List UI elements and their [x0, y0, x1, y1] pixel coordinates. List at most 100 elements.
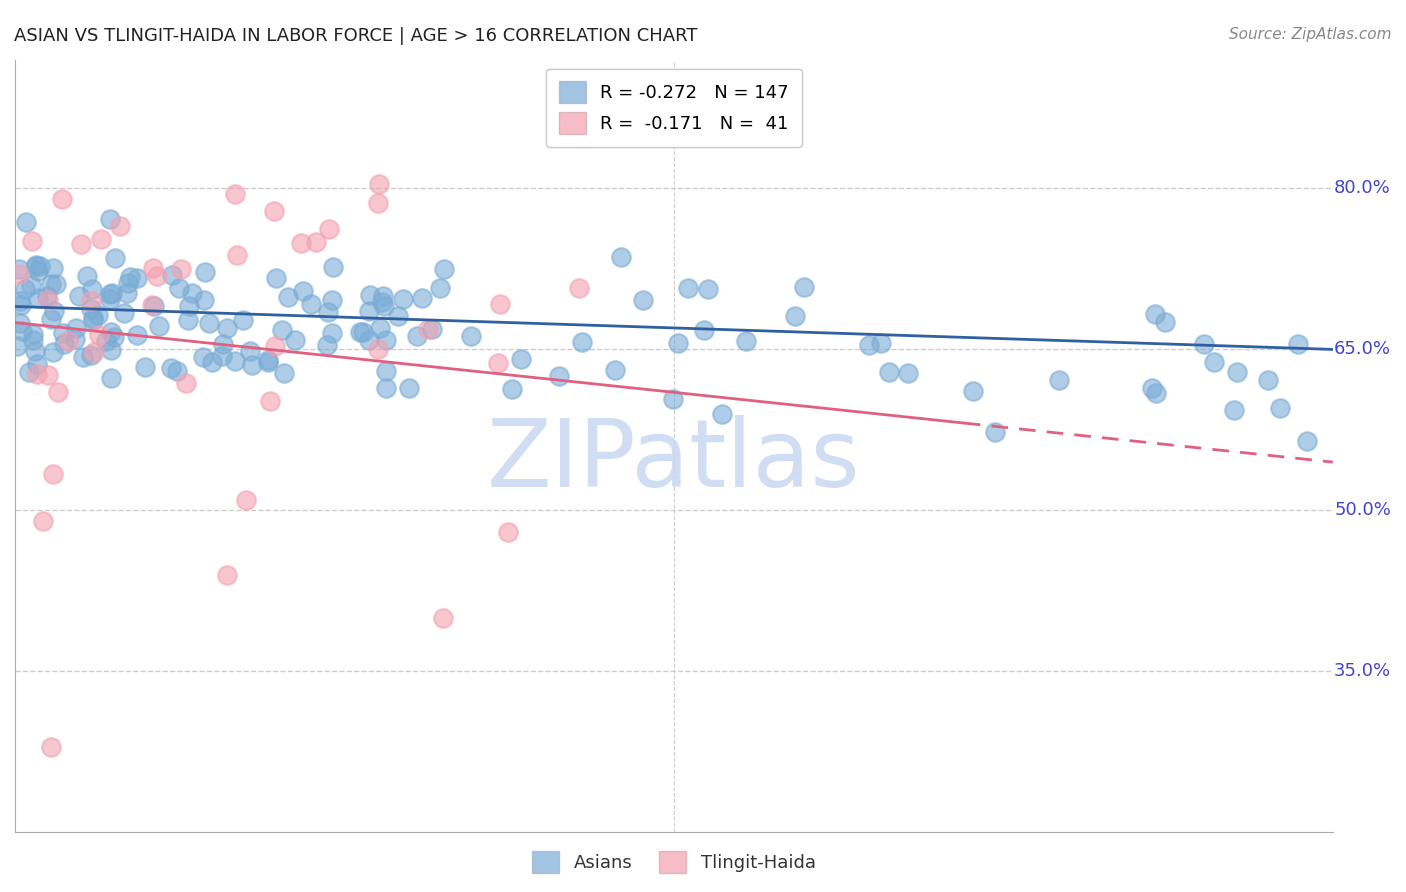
Point [676, 281, 699, 295]
Point [662, 392, 685, 407]
Point [80, 302, 103, 317]
Point [374, 364, 396, 378]
Point [174, 376, 197, 390]
Point [264, 271, 287, 285]
Point [98, 212, 121, 227]
Point [429, 281, 451, 295]
Point [117, 276, 139, 290]
Point [82, 313, 104, 327]
Point [284, 333, 307, 347]
Point [82, 282, 104, 296]
Point [67, 289, 90, 303]
Point [80, 293, 103, 308]
Point [100, 325, 122, 339]
Point [1154, 315, 1177, 329]
Point [666, 336, 689, 351]
Point [76, 268, 98, 283]
Point [41, 311, 63, 326]
Point [141, 298, 163, 312]
Point [87, 308, 110, 322]
Point [39, 739, 62, 754]
Point [460, 329, 482, 343]
Point [10, 298, 32, 312]
Point [692, 323, 714, 337]
Point [72, 350, 94, 364]
Point [87, 328, 110, 343]
Point [271, 323, 294, 337]
Point [104, 251, 127, 265]
Point [392, 293, 415, 307]
Point [134, 359, 156, 374]
Point [37, 368, 59, 383]
Point [256, 353, 278, 368]
Point [25, 259, 48, 273]
Point [318, 222, 340, 236]
Point [420, 322, 443, 336]
Point [90, 232, 112, 246]
Point [98, 287, 121, 301]
Point [605, 363, 627, 377]
Point [1268, 401, 1291, 415]
Point [142, 299, 165, 313]
Point [224, 353, 246, 368]
Point [42, 260, 65, 275]
Point [11, 324, 34, 338]
Point [322, 260, 344, 274]
Point [609, 250, 631, 264]
Point [14, 282, 37, 296]
Point [211, 337, 233, 351]
Point [488, 297, 510, 311]
Point [198, 316, 221, 330]
Point [398, 381, 420, 395]
Point [858, 338, 880, 352]
Point [112, 306, 135, 320]
Point [1226, 365, 1249, 379]
Text: 50.0%: 50.0% [1334, 501, 1391, 519]
Point [224, 187, 246, 202]
Point [42, 345, 65, 359]
Point [215, 321, 238, 335]
Point [242, 358, 264, 372]
Point [101, 286, 124, 301]
Point [103, 329, 125, 343]
Point [27, 263, 49, 277]
Point [239, 344, 262, 359]
Text: ASIAN VS TLINGIT-HAIDA IN LABOR FORCE | AGE > 16 CORRELATION CHART: ASIAN VS TLINGIT-HAIDA IN LABOR FORCE | … [14, 27, 697, 45]
Point [568, 281, 591, 295]
Point [169, 281, 191, 295]
Point [785, 309, 807, 323]
Point [1295, 434, 1317, 448]
Point [118, 270, 141, 285]
Point [432, 611, 454, 625]
Text: 80.0%: 80.0% [1334, 179, 1391, 197]
Point [160, 361, 183, 376]
Point [387, 309, 409, 323]
Point [1204, 355, 1226, 369]
Point [162, 268, 184, 282]
Point [1286, 337, 1309, 351]
Point [793, 279, 815, 293]
Point [710, 408, 733, 422]
Point [367, 195, 389, 210]
Point [359, 333, 381, 347]
Point [509, 351, 531, 366]
Point [39, 277, 62, 292]
Point [8, 317, 31, 331]
Point [290, 235, 312, 250]
Point [277, 289, 299, 303]
Point [734, 334, 756, 348]
Point [125, 270, 148, 285]
Point [1140, 381, 1163, 395]
Point [21, 333, 44, 347]
Point [897, 367, 920, 381]
Point [108, 219, 131, 233]
Point [8, 267, 31, 281]
Point [373, 299, 395, 313]
Point [30, 260, 52, 274]
Point [368, 321, 391, 335]
Point [80, 348, 103, 362]
Point [257, 355, 280, 369]
Text: 35.0%: 35.0% [1334, 663, 1391, 681]
Point [870, 335, 893, 350]
Point [44, 303, 66, 318]
